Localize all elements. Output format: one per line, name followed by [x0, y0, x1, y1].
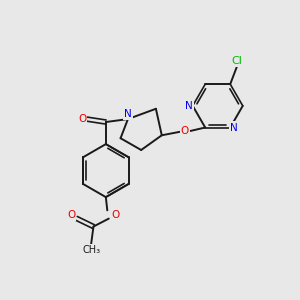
Text: O: O	[78, 114, 86, 124]
Text: N: N	[124, 109, 132, 119]
Text: O: O	[67, 210, 75, 220]
Text: O: O	[111, 210, 119, 220]
Text: N: N	[230, 122, 238, 133]
Text: O: O	[181, 126, 189, 136]
Text: Cl: Cl	[231, 56, 242, 66]
Text: CH₃: CH₃	[82, 245, 100, 255]
Text: N: N	[185, 101, 193, 111]
